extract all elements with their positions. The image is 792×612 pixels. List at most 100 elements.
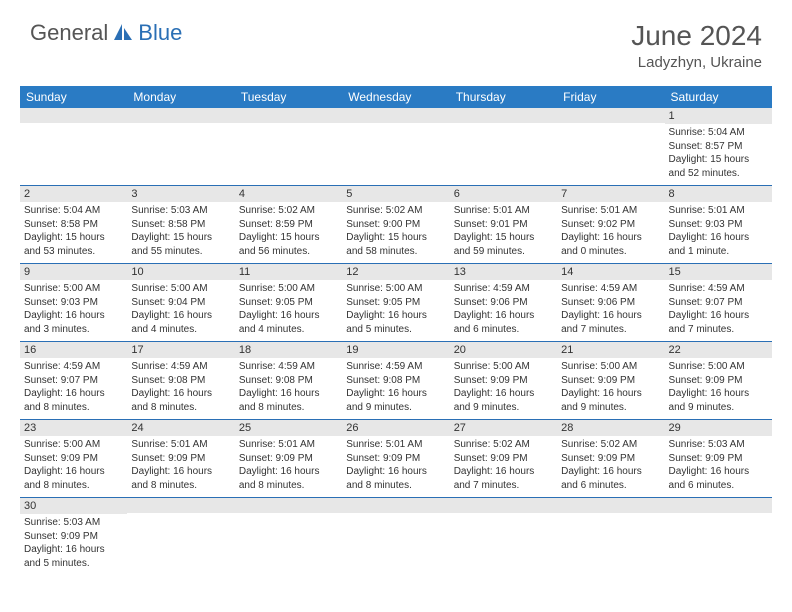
calendar-day-cell: 22Sunrise: 5:00 AMSunset: 9:09 PMDayligh… bbox=[665, 342, 772, 420]
calendar-day-cell: 21Sunrise: 5:00 AMSunset: 9:09 PMDayligh… bbox=[557, 342, 664, 420]
calendar-day-cell: 11Sunrise: 5:00 AMSunset: 9:05 PMDayligh… bbox=[235, 264, 342, 342]
calendar-week-row: 9Sunrise: 5:00 AMSunset: 9:03 PMDaylight… bbox=[20, 264, 772, 342]
calendar-day-cell: 26Sunrise: 5:01 AMSunset: 9:09 PMDayligh… bbox=[342, 420, 449, 498]
calendar-day-cell bbox=[235, 108, 342, 186]
logo-text-blue: Blue bbox=[138, 20, 182, 46]
calendar-day-cell bbox=[557, 108, 664, 186]
calendar-day-cell bbox=[20, 108, 127, 186]
calendar-day-cell: 19Sunrise: 4:59 AMSunset: 9:08 PMDayligh… bbox=[342, 342, 449, 420]
day-number: 1 bbox=[665, 108, 772, 124]
calendar-week-row: 23Sunrise: 5:00 AMSunset: 9:09 PMDayligh… bbox=[20, 420, 772, 498]
weekday-header-row: Sunday Monday Tuesday Wednesday Thursday… bbox=[20, 86, 772, 108]
day-number: 10 bbox=[127, 264, 234, 280]
calendar-day-cell: 14Sunrise: 4:59 AMSunset: 9:06 PMDayligh… bbox=[557, 264, 664, 342]
day-number: 16 bbox=[20, 342, 127, 358]
header: General Blue June 2024 Ladyzhyn, Ukraine bbox=[0, 0, 792, 81]
day-details: Sunrise: 5:00 AMSunset: 9:05 PMDaylight:… bbox=[235, 280, 342, 341]
day-details: Sunrise: 4:59 AMSunset: 9:08 PMDaylight:… bbox=[127, 358, 234, 419]
calendar-day-cell bbox=[450, 498, 557, 576]
calendar-day-cell: 6Sunrise: 5:01 AMSunset: 9:01 PMDaylight… bbox=[450, 186, 557, 264]
calendar-day-cell: 29Sunrise: 5:03 AMSunset: 9:09 PMDayligh… bbox=[665, 420, 772, 498]
day-number: 19 bbox=[342, 342, 449, 358]
day-number bbox=[450, 108, 557, 123]
day-number: 8 bbox=[665, 186, 772, 202]
day-number: 15 bbox=[665, 264, 772, 280]
location-label: Ladyzhyn, Ukraine bbox=[631, 54, 762, 71]
day-number: 12 bbox=[342, 264, 449, 280]
calendar-day-cell bbox=[557, 498, 664, 576]
calendar-table: Sunday Monday Tuesday Wednesday Thursday… bbox=[20, 86, 772, 575]
day-number: 11 bbox=[235, 264, 342, 280]
day-details: Sunrise: 4:59 AMSunset: 9:07 PMDaylight:… bbox=[20, 358, 127, 419]
day-number: 24 bbox=[127, 420, 234, 436]
calendar-day-cell: 17Sunrise: 4:59 AMSunset: 9:08 PMDayligh… bbox=[127, 342, 234, 420]
day-number: 29 bbox=[665, 420, 772, 436]
day-number: 26 bbox=[342, 420, 449, 436]
day-details: Sunrise: 5:00 AMSunset: 9:09 PMDaylight:… bbox=[665, 358, 772, 419]
calendar-day-cell: 7Sunrise: 5:01 AMSunset: 9:02 PMDaylight… bbox=[557, 186, 664, 264]
day-number: 2 bbox=[20, 186, 127, 202]
day-details: Sunrise: 5:02 AMSunset: 9:00 PMDaylight:… bbox=[342, 202, 449, 263]
calendar-day-cell: 24Sunrise: 5:01 AMSunset: 9:09 PMDayligh… bbox=[127, 420, 234, 498]
day-details: Sunrise: 4:59 AMSunset: 9:06 PMDaylight:… bbox=[450, 280, 557, 341]
day-details: Sunrise: 4:59 AMSunset: 9:08 PMDaylight:… bbox=[235, 358, 342, 419]
day-details: Sunrise: 5:03 AMSunset: 9:09 PMDaylight:… bbox=[665, 436, 772, 497]
calendar-day-cell bbox=[127, 498, 234, 576]
day-details: Sunrise: 5:01 AMSunset: 9:02 PMDaylight:… bbox=[557, 202, 664, 263]
calendar-week-row: 1Sunrise: 5:04 AMSunset: 8:57 PMDaylight… bbox=[20, 108, 772, 186]
day-details: Sunrise: 5:00 AMSunset: 9:04 PMDaylight:… bbox=[127, 280, 234, 341]
day-number: 17 bbox=[127, 342, 234, 358]
day-number: 20 bbox=[450, 342, 557, 358]
day-number: 18 bbox=[235, 342, 342, 358]
day-number: 23 bbox=[20, 420, 127, 436]
calendar-day-cell: 8Sunrise: 5:01 AMSunset: 9:03 PMDaylight… bbox=[665, 186, 772, 264]
day-details: Sunrise: 5:04 AMSunset: 8:58 PMDaylight:… bbox=[20, 202, 127, 263]
weekday-header: Thursday bbox=[450, 86, 557, 108]
calendar-day-cell bbox=[127, 108, 234, 186]
day-details: Sunrise: 5:01 AMSunset: 9:09 PMDaylight:… bbox=[342, 436, 449, 497]
day-details: Sunrise: 5:02 AMSunset: 9:09 PMDaylight:… bbox=[557, 436, 664, 497]
day-number bbox=[557, 108, 664, 123]
calendar-day-cell: 3Sunrise: 5:03 AMSunset: 8:58 PMDaylight… bbox=[127, 186, 234, 264]
calendar-day-cell: 12Sunrise: 5:00 AMSunset: 9:05 PMDayligh… bbox=[342, 264, 449, 342]
day-number: 21 bbox=[557, 342, 664, 358]
day-details: Sunrise: 5:01 AMSunset: 9:09 PMDaylight:… bbox=[127, 436, 234, 497]
calendar-day-cell bbox=[235, 498, 342, 576]
day-number: 9 bbox=[20, 264, 127, 280]
day-number bbox=[557, 498, 664, 513]
day-number: 5 bbox=[342, 186, 449, 202]
day-number: 6 bbox=[450, 186, 557, 202]
logo: General Blue bbox=[30, 20, 182, 46]
calendar-day-cell bbox=[665, 498, 772, 576]
day-details: Sunrise: 5:00 AMSunset: 9:09 PMDaylight:… bbox=[557, 358, 664, 419]
calendar-day-cell: 27Sunrise: 5:02 AMSunset: 9:09 PMDayligh… bbox=[450, 420, 557, 498]
day-details: Sunrise: 5:03 AMSunset: 8:58 PMDaylight:… bbox=[127, 202, 234, 263]
day-details: Sunrise: 5:00 AMSunset: 9:05 PMDaylight:… bbox=[342, 280, 449, 341]
day-details: Sunrise: 5:00 AMSunset: 9:03 PMDaylight:… bbox=[20, 280, 127, 341]
weekday-header: Saturday bbox=[665, 86, 772, 108]
day-number bbox=[127, 108, 234, 123]
calendar-day-cell: 1Sunrise: 5:04 AMSunset: 8:57 PMDaylight… bbox=[665, 108, 772, 186]
calendar-day-cell: 23Sunrise: 5:00 AMSunset: 9:09 PMDayligh… bbox=[20, 420, 127, 498]
day-number: 13 bbox=[450, 264, 557, 280]
day-number: 14 bbox=[557, 264, 664, 280]
day-details: Sunrise: 5:02 AMSunset: 8:59 PMDaylight:… bbox=[235, 202, 342, 263]
day-number: 25 bbox=[235, 420, 342, 436]
calendar-day-cell: 25Sunrise: 5:01 AMSunset: 9:09 PMDayligh… bbox=[235, 420, 342, 498]
calendar-day-cell: 20Sunrise: 5:00 AMSunset: 9:09 PMDayligh… bbox=[450, 342, 557, 420]
calendar-day-cell: 15Sunrise: 4:59 AMSunset: 9:07 PMDayligh… bbox=[665, 264, 772, 342]
calendar-day-cell: 13Sunrise: 4:59 AMSunset: 9:06 PMDayligh… bbox=[450, 264, 557, 342]
title-block: June 2024 Ladyzhyn, Ukraine bbox=[631, 20, 762, 71]
day-details: Sunrise: 5:00 AMSunset: 9:09 PMDaylight:… bbox=[20, 436, 127, 497]
calendar-week-row: 16Sunrise: 4:59 AMSunset: 9:07 PMDayligh… bbox=[20, 342, 772, 420]
day-number: 28 bbox=[557, 420, 664, 436]
day-details: Sunrise: 5:01 AMSunset: 9:09 PMDaylight:… bbox=[235, 436, 342, 497]
calendar-day-cell: 10Sunrise: 5:00 AMSunset: 9:04 PMDayligh… bbox=[127, 264, 234, 342]
calendar-week-row: 2Sunrise: 5:04 AMSunset: 8:58 PMDaylight… bbox=[20, 186, 772, 264]
weekday-header: Sunday bbox=[20, 86, 127, 108]
calendar-day-cell: 18Sunrise: 4:59 AMSunset: 9:08 PMDayligh… bbox=[235, 342, 342, 420]
day-details: Sunrise: 5:02 AMSunset: 9:09 PMDaylight:… bbox=[450, 436, 557, 497]
logo-text-general: General bbox=[30, 20, 108, 46]
calendar-day-cell: 16Sunrise: 4:59 AMSunset: 9:07 PMDayligh… bbox=[20, 342, 127, 420]
month-title: June 2024 bbox=[631, 20, 762, 52]
